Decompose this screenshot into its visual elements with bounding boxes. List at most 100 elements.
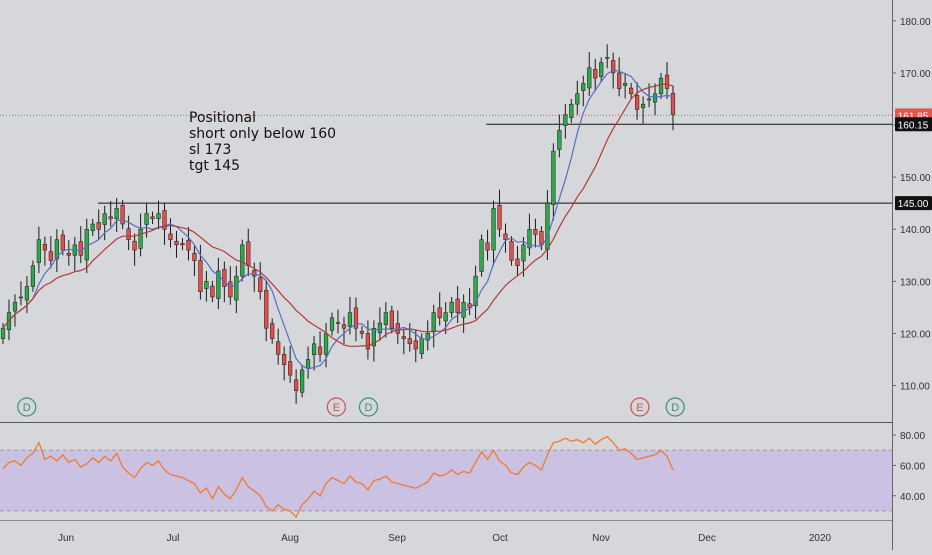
candle[interactable]: [311, 336, 317, 371]
candle[interactable]: [599, 57, 604, 82]
candle[interactable]: [102, 205, 107, 241]
candle[interactable]: [353, 297, 359, 342]
candle[interactable]: [150, 211, 155, 225]
candle[interactable]: [377, 307, 382, 341]
ma-fast-line[interactable]: [2, 69, 674, 370]
candle[interactable]: [78, 226, 83, 264]
candle[interactable]: [228, 266, 233, 305]
candle[interactable]: [527, 213, 532, 256]
candle[interactable]: [479, 234, 484, 277]
candle[interactable]: [533, 218, 538, 248]
dividend-marker[interactable]: D: [358, 397, 379, 417]
candle[interactable]: [96, 209, 101, 240]
candle[interactable]: [359, 326, 365, 339]
trade-note[interactable]: Positional short only below 160 sl 173 t…: [189, 110, 336, 174]
candle[interactable]: [413, 330, 418, 363]
candle[interactable]: [329, 312, 335, 336]
candle[interactable]: [521, 237, 526, 277]
candle[interactable]: [282, 346, 287, 381]
dividend-marker[interactable]: D: [17, 397, 37, 417]
candle[interactable]: [120, 200, 125, 230]
candle[interactable]: [264, 279, 269, 342]
candle[interactable]: [617, 57, 622, 97]
candle[interactable]: [623, 72, 628, 99]
candle[interactable]: [664, 61, 670, 99]
candle[interactable]: [509, 236, 514, 266]
candle[interactable]: [198, 244, 203, 300]
candle[interactable]: [605, 44, 610, 69]
candle[interactable]: [635, 82, 640, 120]
support-price-tag[interactable]: 145.00: [895, 196, 932, 211]
candle[interactable]: [132, 233, 137, 266]
candle[interactable]: [24, 276, 30, 314]
candle[interactable]: [180, 238, 185, 251]
candle[interactable]: [317, 331, 323, 363]
candle[interactable]: [497, 189, 502, 238]
candle[interactable]: [407, 323, 412, 352]
candle[interactable]: [294, 369, 299, 404]
candle[interactable]: [42, 236, 47, 266]
candle[interactable]: [401, 328, 406, 355]
candle[interactable]: [640, 96, 646, 124]
candle[interactable]: [162, 202, 167, 245]
candle[interactable]: [30, 260, 36, 292]
candle[interactable]: [431, 304, 436, 348]
candle[interactable]: [192, 245, 197, 277]
candle[interactable]: [234, 265, 239, 314]
candle[interactable]: [365, 320, 371, 360]
candle[interactable]: [425, 320, 430, 351]
candle[interactable]: [335, 309, 341, 334]
candle[interactable]: [168, 218, 173, 248]
candle[interactable]: [210, 280, 215, 303]
candle[interactable]: [569, 98, 574, 123]
candle[interactable]: [258, 262, 263, 300]
candle[interactable]: [108, 201, 113, 227]
candle[interactable]: [575, 80, 580, 115]
candle[interactable]: [156, 200, 161, 230]
candle[interactable]: [174, 230, 179, 258]
candle[interactable]: [593, 58, 598, 92]
candle[interactable]: [503, 223, 508, 253]
candle[interactable]: [66, 240, 71, 266]
ma-slow-line[interactable]: [2, 83, 674, 347]
candle[interactable]: [443, 302, 448, 334]
candle[interactable]: [270, 318, 275, 344]
dividend-marker[interactable]: D: [665, 397, 685, 417]
candle[interactable]: [36, 226, 41, 273]
candle[interactable]: [114, 197, 119, 232]
candle[interactable]: [563, 104, 568, 139]
earnings-marker[interactable]: E: [630, 397, 650, 417]
candle[interactable]: [437, 292, 442, 326]
resistance-price-tag[interactable]: 160.15: [895, 117, 932, 132]
rsi-line[interactable]: [2, 435, 674, 519]
candle[interactable]: [186, 227, 191, 261]
candle[interactable]: [473, 265, 478, 319]
candle[interactable]: [48, 236, 53, 269]
candle[interactable]: [18, 281, 24, 306]
candle[interactable]: [581, 75, 586, 107]
candle[interactable]: [0, 323, 6, 344]
candle[interactable]: [670, 85, 676, 131]
candle[interactable]: [455, 286, 460, 324]
candle[interactable]: [54, 229, 59, 272]
candle[interactable]: [204, 270, 209, 302]
candle[interactable]: [276, 328, 281, 365]
candle[interactable]: [652, 83, 658, 116]
candle[interactable]: [467, 288, 472, 316]
candle[interactable]: [371, 320, 376, 362]
candle[interactable]: [485, 229, 490, 261]
candle[interactable]: [383, 302, 388, 338]
candle[interactable]: [252, 262, 257, 292]
candle[interactable]: [515, 245, 520, 277]
earnings-marker[interactable]: E: [326, 397, 346, 417]
candle[interactable]: [126, 215, 131, 251]
candle[interactable]: [138, 213, 143, 257]
candle[interactable]: [300, 364, 305, 398]
candle[interactable]: [629, 82, 634, 99]
candle[interactable]: [551, 143, 556, 221]
candle[interactable]: [557, 114, 562, 158]
candle[interactable]: [658, 72, 664, 99]
candle[interactable]: [216, 257, 221, 309]
candle[interactable]: [288, 345, 293, 383]
